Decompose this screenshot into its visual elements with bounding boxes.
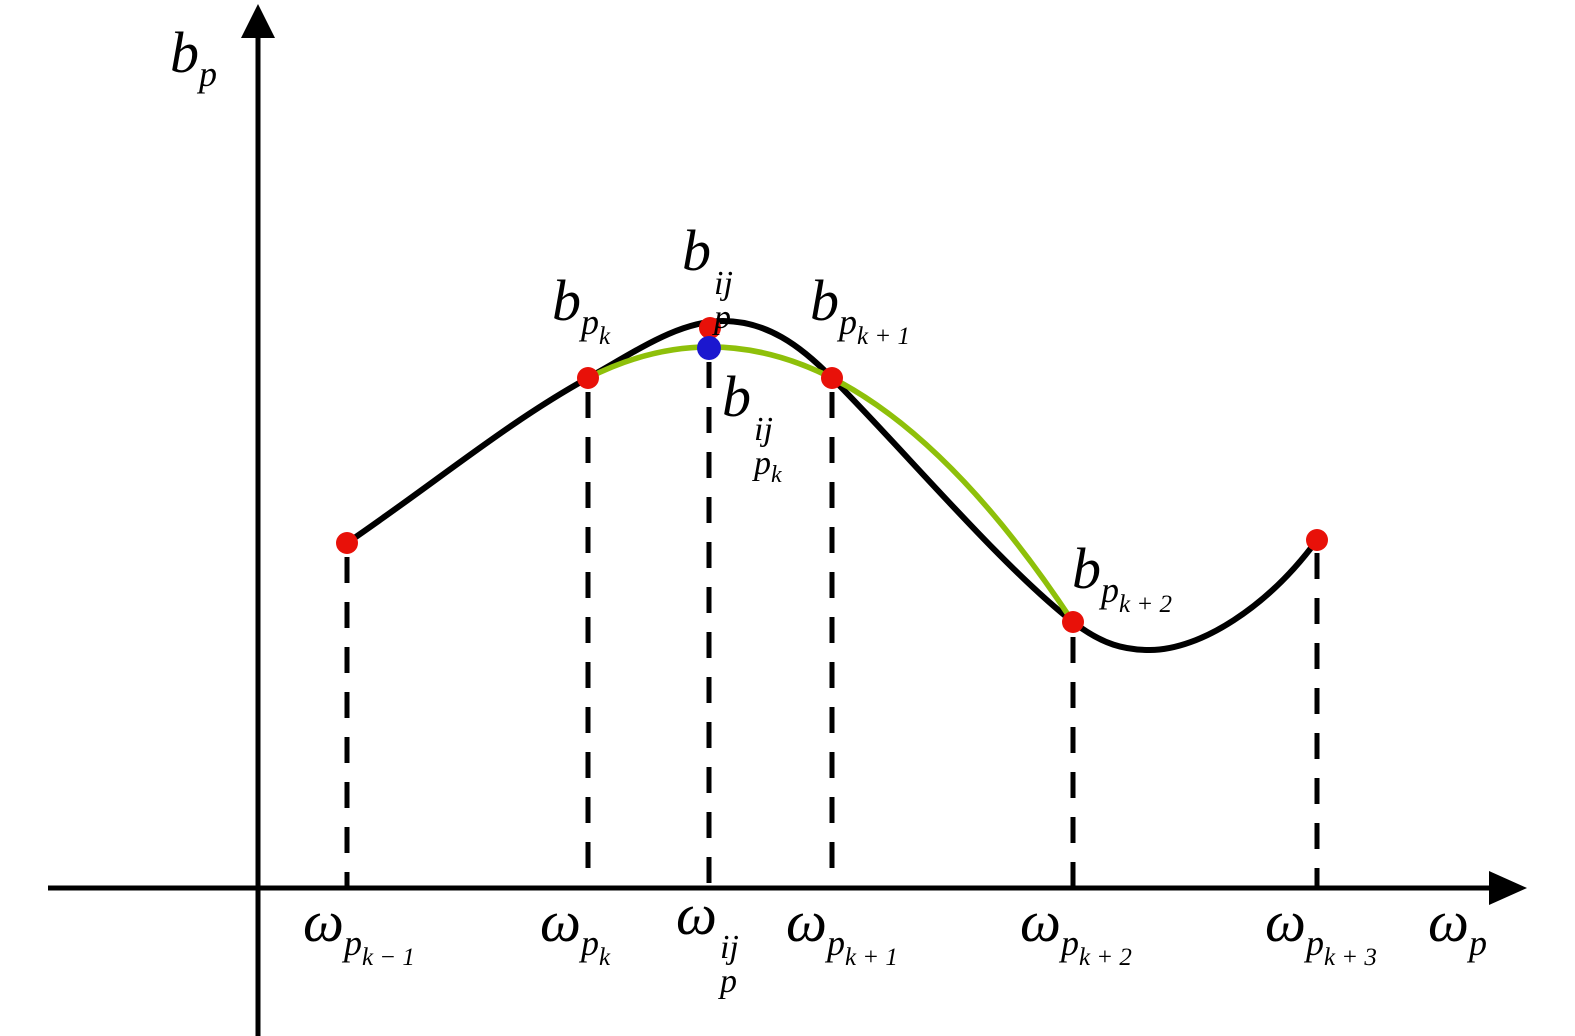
label-base: b bbox=[552, 268, 581, 333]
label-sub: pk bbox=[581, 302, 610, 349]
label-w-p-ij: ω ij p bbox=[676, 886, 739, 999]
label-sub-text: p bbox=[754, 445, 771, 482]
label-w-pk1: ωpk + 1 bbox=[786, 893, 898, 971]
label-sup: ij bbox=[714, 265, 733, 302]
label-sub: pk − 1 bbox=[343, 923, 415, 970]
label-sup: ij bbox=[754, 411, 773, 448]
label-base: ω bbox=[540, 889, 581, 954]
label-base: ω bbox=[1428, 889, 1469, 954]
label-supsub-stack: ij p bbox=[714, 267, 733, 335]
label-subsub: k + 2 bbox=[1078, 944, 1132, 971]
y-axis-arrow-icon bbox=[241, 4, 275, 38]
label-b-p-ij: b ij p bbox=[682, 222, 733, 335]
label-b-pk: bpk bbox=[552, 272, 610, 350]
x-axis-arrow-icon bbox=[1489, 871, 1527, 905]
label-sub: p bbox=[1468, 923, 1487, 963]
label-sub: pk + 1 bbox=[839, 302, 910, 349]
label-sub-text: p bbox=[343, 923, 362, 963]
label-sub: p bbox=[199, 54, 217, 94]
label-sub: pk + 2 bbox=[1060, 923, 1132, 970]
label-base: ω bbox=[786, 889, 827, 954]
label-subsub: k + 2 bbox=[1119, 591, 1172, 618]
label-supsub-stack: ij pk bbox=[754, 411, 782, 488]
label-w-pk: ωpk bbox=[540, 893, 610, 971]
label-sub: pk bbox=[580, 923, 610, 970]
label-base: b bbox=[810, 268, 839, 333]
label-base: ω bbox=[1265, 889, 1306, 954]
label-subsub: k + 3 bbox=[1323, 944, 1377, 971]
label-w-pk2: ωpk + 2 bbox=[1020, 893, 1132, 971]
label-subsub: k bbox=[599, 323, 611, 350]
label-subsub: k + 1 bbox=[844, 944, 898, 971]
label-sub-text: p bbox=[826, 923, 845, 963]
point-true-peak bbox=[699, 317, 721, 339]
label-supsub-stack: ij p bbox=[720, 931, 739, 999]
label-sub: p bbox=[714, 299, 731, 336]
label-b-pk-ij: b ij pk bbox=[722, 368, 782, 488]
label-w-pk-minus-1: ωpk − 1 bbox=[303, 893, 415, 971]
label-base: b bbox=[682, 218, 711, 283]
label-base: ω bbox=[676, 882, 717, 947]
label-sub-text: p bbox=[1305, 923, 1324, 963]
label-base: b bbox=[722, 364, 751, 429]
label-sub-text: p bbox=[839, 302, 857, 342]
point-sample-k-minus-1 bbox=[336, 532, 358, 554]
label-w-pk3: ωpk + 3 bbox=[1265, 893, 1377, 971]
label-sub: pk + 2 bbox=[1101, 570, 1172, 617]
label-b-pk2: bpk + 2 bbox=[1072, 540, 1172, 618]
label-subsub: k − 1 bbox=[361, 944, 415, 971]
point-sample-k-plus-2 bbox=[1062, 611, 1084, 633]
label-sup: ij bbox=[719, 929, 739, 966]
point-sample-k-plus-1 bbox=[821, 367, 843, 389]
point-sample-k bbox=[577, 367, 599, 389]
label-sub-text: p bbox=[1060, 923, 1079, 963]
label-sub: pk + 3 bbox=[1305, 923, 1377, 970]
label-b-pk1: bpk + 1 bbox=[810, 272, 910, 350]
label-base: b bbox=[170, 20, 199, 85]
label-sub-text: p bbox=[580, 923, 599, 963]
label-subsub: k bbox=[771, 462, 782, 488]
label-y-axis: bp bbox=[170, 24, 217, 94]
label-sub-text: p bbox=[1101, 570, 1119, 610]
label-sub-text: p bbox=[581, 302, 599, 342]
point-sample-k-plus-3 bbox=[1306, 529, 1328, 551]
label-base: ω bbox=[1020, 889, 1061, 954]
label-base: ω bbox=[303, 889, 344, 954]
label-subsub: k bbox=[598, 944, 611, 971]
label-sub: pk + 1 bbox=[826, 923, 898, 970]
point-interpolated bbox=[697, 336, 721, 360]
label-subsub: k + 1 bbox=[857, 323, 910, 350]
label-sub: pk bbox=[754, 445, 782, 488]
label-base: b bbox=[1072, 536, 1101, 601]
label-sub: p bbox=[719, 963, 737, 1000]
label-x-axis: ωp bbox=[1428, 893, 1487, 963]
